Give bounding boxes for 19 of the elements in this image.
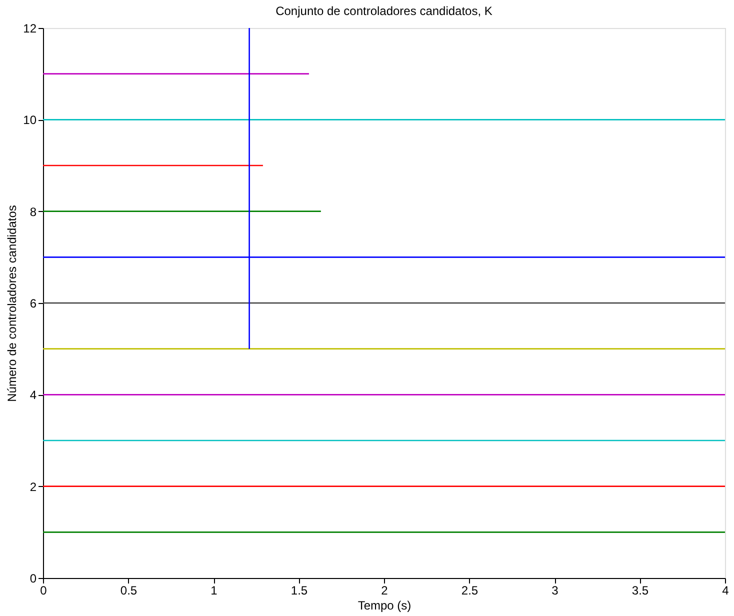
x-axis-title: Tempo (s) xyxy=(358,598,412,612)
y-tick-label: 0 xyxy=(30,572,37,586)
x-tick-label: 2 xyxy=(381,584,388,598)
chart-title: Conjunto de controladores candidatos, K xyxy=(276,4,492,18)
x-tick-label: 3.5 xyxy=(632,584,649,598)
x-tick-label: 0.5 xyxy=(120,584,138,598)
y-tick-label: 8 xyxy=(30,204,37,219)
y-tick-label: 6 xyxy=(30,296,37,310)
y-tick-label: 2 xyxy=(30,480,37,494)
y-tick-label: 10 xyxy=(23,113,37,128)
x-tick-label: 1.5 xyxy=(290,584,308,598)
x-tick-label: 2.5 xyxy=(461,584,478,598)
y-tick-label: 4 xyxy=(30,388,37,402)
x-tick-label: 1 xyxy=(210,584,218,598)
x-tick-label: 0 xyxy=(40,584,48,598)
y-axis-title: Número de controladores candidatos xyxy=(5,205,20,402)
x-tick-label: 4 xyxy=(722,584,730,598)
y-tick-label: 12 xyxy=(23,22,37,36)
x-tick-label: 3 xyxy=(552,584,559,598)
